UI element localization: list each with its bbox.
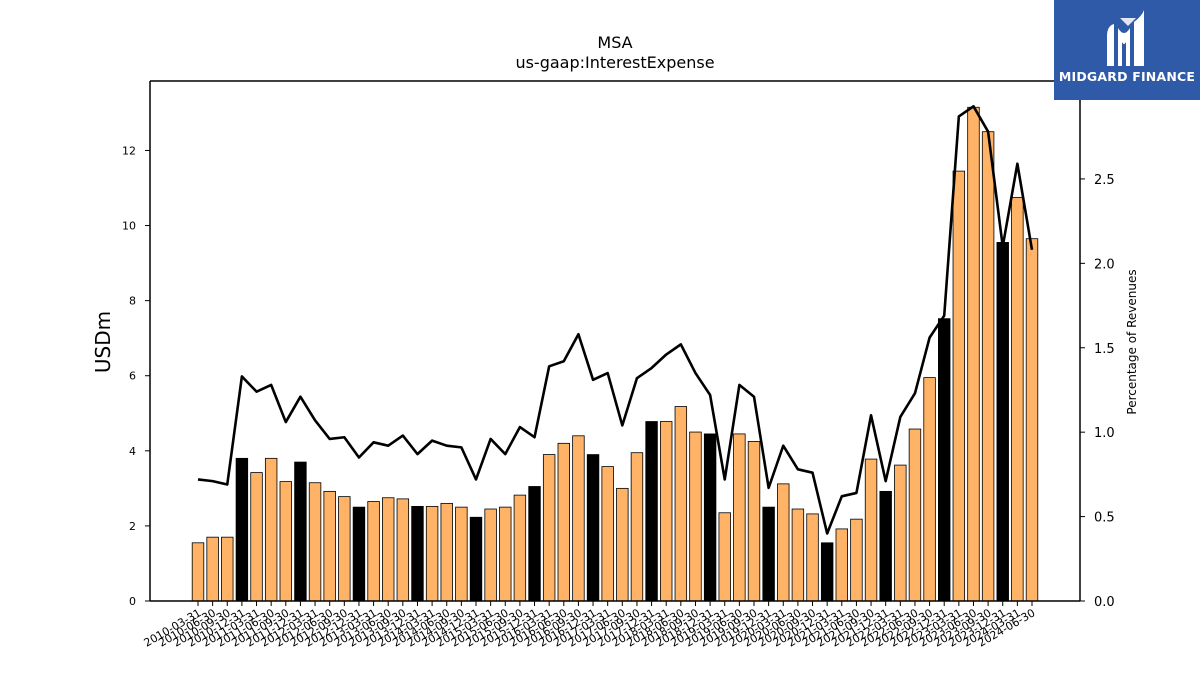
bar [835, 528, 848, 602]
bar [382, 497, 395, 602]
bar [894, 464, 907, 602]
bar [206, 536, 219, 602]
bar [513, 494, 527, 602]
bar [221, 536, 234, 602]
bar [820, 542, 834, 602]
bar [938, 318, 951, 602]
bar [689, 431, 702, 602]
bar [396, 498, 410, 602]
y-tick-label: 10 [122, 220, 136, 233]
bar [1025, 238, 1039, 602]
bar [703, 433, 717, 602]
bar [1011, 196, 1024, 602]
bar [630, 452, 644, 602]
bar [660, 421, 673, 602]
bar [352, 506, 366, 602]
brand-logo: MIDGARD FINANCE [1054, 0, 1200, 100]
bar [981, 131, 995, 602]
bar [791, 508, 805, 602]
bar [455, 506, 468, 602]
bar [528, 486, 541, 602]
bar [323, 490, 336, 602]
line-group [197, 105, 1034, 535]
chart-title: MSA [597, 33, 632, 52]
y-axis-label: USDm [91, 311, 115, 373]
y-tick-label: 12 [122, 144, 136, 157]
bar [908, 428, 922, 602]
brand-name: MIDGARD FINANCE [1058, 69, 1196, 84]
y2-axis-label: Percentage of Revenues [1125, 269, 1139, 414]
y2-tick-label: 0.5 [1094, 511, 1115, 526]
bar [864, 458, 878, 602]
bar [484, 508, 497, 602]
bar [264, 457, 278, 602]
bar [616, 487, 629, 602]
bar [411, 505, 424, 602]
y-tick-label: 4 [129, 445, 136, 458]
y-tick-label: 8 [129, 295, 136, 308]
y-tick-label: 0 [129, 595, 136, 608]
axes: 0246810120.00.51.01.52.02.52010-03-31201… [122, 80, 1115, 650]
bar [645, 421, 658, 602]
bar [542, 454, 556, 602]
bar [996, 242, 1009, 602]
bar [499, 506, 512, 602]
bar [294, 461, 307, 602]
bar [747, 441, 761, 602]
bar [572, 435, 585, 602]
bar [923, 377, 936, 602]
y2-tick-label: 1.5 [1094, 342, 1115, 357]
y2-tick-label: 1.0 [1094, 426, 1115, 441]
bar [235, 457, 249, 602]
bar [674, 406, 688, 602]
bar [367, 501, 380, 602]
midgard-logo-icon [1107, 10, 1144, 66]
bar [191, 542, 205, 602]
bar [308, 482, 322, 602]
chart-subtitle: us-gaap:InterestExpense [515, 53, 714, 72]
bar [338, 496, 351, 602]
bar-group [191, 106, 1039, 602]
bar [879, 490, 892, 602]
y-tick-label: 2 [129, 520, 136, 533]
bar [425, 505, 439, 602]
bar [586, 454, 600, 602]
y2-tick-label: 2.5 [1094, 173, 1115, 188]
bar [601, 466, 614, 602]
bar [806, 513, 819, 602]
bar [850, 518, 863, 602]
y2-tick-label: 0.0 [1094, 595, 1115, 610]
y2-tick-label: 2.0 [1094, 257, 1115, 272]
bar [967, 106, 980, 602]
bar [952, 170, 966, 602]
bar [440, 502, 453, 602]
bar [733, 433, 746, 602]
bar [279, 481, 292, 602]
bar [762, 506, 775, 602]
bar [718, 512, 731, 602]
bar [557, 442, 570, 602]
bar [777, 483, 790, 602]
y-tick-label: 6 [129, 370, 136, 383]
bar [469, 516, 483, 602]
series-line [197, 105, 1034, 535]
bar [250, 472, 263, 602]
